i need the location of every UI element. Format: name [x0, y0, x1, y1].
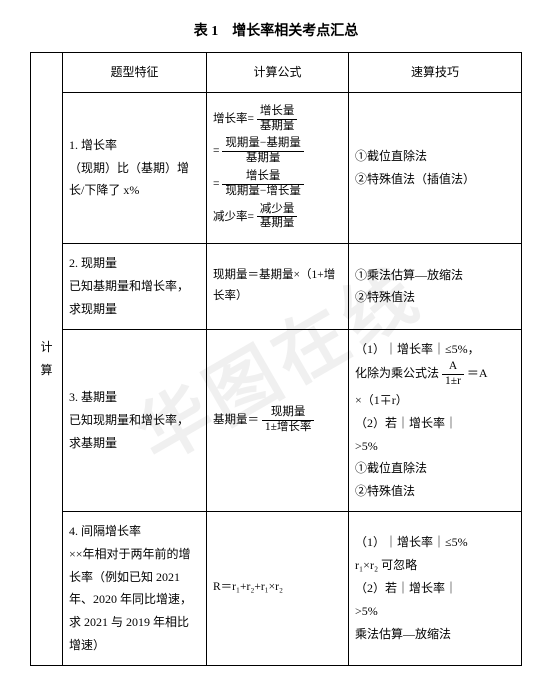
table-container: 华图在线 计算 题型特征 计算公式 速算技巧 1. 增长率 （现期）比（基期）增…	[30, 52, 522, 666]
summary-table: 计算 题型特征 计算公式 速算技巧 1. 增长率 （现期）比（基期）增长/下降了…	[30, 52, 522, 666]
trick-line: （1）｜增长率｜≤5%，	[355, 338, 515, 361]
trick-line: ②特殊值法	[355, 480, 515, 503]
category-cell: 计算	[31, 53, 63, 666]
numerator: 减少量	[257, 203, 298, 218]
trick-line: ②特殊值法	[355, 286, 515, 309]
fraction: A 1±r	[442, 360, 464, 389]
formula-cell: 增长率= 增长量 基期量 = 现期量−基期量 基期量 =	[207, 92, 349, 243]
feature-cell: 3. 基期量 已知现期量和增长率，求基期量	[63, 329, 207, 511]
feature-cell: 1. 增长率 （现期）比（基期）增长/下降了 x%	[63, 92, 207, 243]
fraction: 现期量−基期量 基期量	[222, 137, 304, 166]
trick-line: （2）若｜增长率｜	[355, 412, 515, 435]
denominator: 基期量	[257, 120, 298, 134]
numerator: 增长量	[257, 105, 298, 120]
feature-cell: 2. 现期量 已知基期量和增长率，求现期量	[63, 244, 207, 329]
feature-body: 已知现期量和增长率，求基期量	[69, 409, 200, 455]
equals: =	[213, 145, 220, 157]
header-trick: 速算技巧	[349, 53, 522, 93]
trick-cell: （1）｜增长率｜≤5%， 化除为乘公式法 A 1±r ＝A ×（1∓r） （2）…	[349, 329, 522, 511]
feature-title: 4. 间隔增长率	[69, 520, 200, 543]
numerator: A	[442, 360, 464, 375]
feature-cell: 4. 间隔增长率 ××年相对于两年前的增长率（例如已知 2021 年、2020 …	[63, 511, 207, 665]
trick-line: r₁×r₂ 可忽略	[355, 554, 515, 577]
feature-title: 1. 增长率	[69, 134, 200, 157]
trick-line: ②特殊值法（插值法）	[355, 168, 515, 191]
numerator: 增长量	[222, 170, 304, 185]
feature-title: 2. 现期量	[69, 252, 200, 275]
trick-line: >5%	[355, 600, 515, 623]
numerator: 现期量	[262, 406, 315, 421]
trick-line: ①截位直除法	[355, 457, 515, 480]
denominator: 基期量	[257, 217, 298, 231]
header-formula: 计算公式	[207, 53, 349, 93]
trick-cell: （1）｜增长率｜≤5% r₁×r₂ 可忽略 （2）若｜增长率｜ >5% 乘法估算…	[349, 511, 522, 665]
equals: =	[213, 178, 220, 190]
trick-cell: ①乘法估算—放缩法 ②特殊值法	[349, 244, 522, 329]
denominator: 1±r	[442, 375, 464, 389]
label: 增长率=	[213, 113, 254, 125]
feature-body: （现期）比（基期）增长/下降了 x%	[69, 157, 200, 203]
feature-body: 已知基期量和增长率，求现期量	[69, 275, 200, 321]
trick-line: （2）若｜增长率｜	[355, 577, 515, 600]
formula-cell: 现期量＝基期量×（1+增长率）	[207, 244, 349, 329]
denominator: 1±增长率	[262, 421, 315, 435]
trick-cell: ①截位直除法 ②特殊值法（插值法）	[349, 92, 522, 243]
table-row: 1. 增长率 （现期）比（基期）增长/下降了 x% 增长率= 增长量 基期量 =…	[31, 92, 522, 243]
fraction: 增长量 基期量	[257, 105, 298, 134]
header-row: 计算 题型特征 计算公式 速算技巧	[31, 53, 522, 93]
label: 基期量＝	[213, 414, 259, 426]
numerator: 现期量−基期量	[222, 137, 304, 152]
header-feature: 题型特征	[63, 53, 207, 93]
table-title: 表 1 增长率相关考点汇总	[30, 20, 522, 40]
fraction: 增长量 现期量−增长量	[222, 170, 304, 199]
fraction: 减少量 基期量	[257, 203, 298, 232]
denominator: 基期量	[222, 152, 304, 166]
label: 减少率=	[213, 211, 254, 223]
table-row: 3. 基期量 已知现期量和增长率，求基期量 基期量＝ 现期量 1±增长率 （1）…	[31, 329, 522, 511]
table-row: 4. 间隔增长率 ××年相对于两年前的增长率（例如已知 2021 年、2020 …	[31, 511, 522, 665]
fraction: 现期量 1±增长率	[262, 406, 315, 435]
table-row: 2. 现期量 已知基期量和增长率，求现期量 现期量＝基期量×（1+增长率） ①乘…	[31, 244, 522, 329]
trick-line: ①乘法估算—放缩法	[355, 264, 515, 287]
trick-line: ×（1∓r）	[355, 389, 515, 412]
feature-body: ××年相对于两年前的增长率（例如已知 2021 年、2020 年同比增速，求 2…	[69, 543, 200, 657]
formula-cell: 基期量＝ 现期量 1±增长率	[207, 329, 349, 511]
formula-cell: R＝r₁+r₂+r₁×r₂	[207, 511, 349, 665]
denominator: 现期量−增长量	[222, 185, 304, 199]
trick-line: 乘法估算—放缩法	[355, 623, 515, 646]
text: ＝A	[467, 366, 488, 380]
trick-line: >5%	[355, 435, 515, 458]
trick-line: ①截位直除法	[355, 145, 515, 168]
trick-line: 化除为乘公式法 A 1±r ＝A	[355, 360, 515, 389]
text: 化除为乘公式法	[355, 366, 439, 380]
category-label: 计算	[37, 336, 56, 382]
trick-line: （1）｜增长率｜≤5%	[355, 531, 515, 554]
feature-title: 3. 基期量	[69, 386, 200, 409]
